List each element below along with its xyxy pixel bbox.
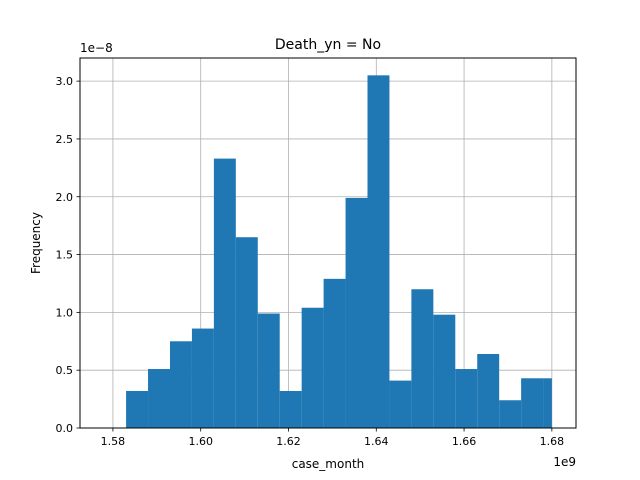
y-offset-label: 1e−8: [80, 41, 113, 55]
histogram-bar: [323, 278, 346, 428]
histogram-bar: [477, 354, 500, 428]
histogram-bar: [235, 237, 258, 428]
y-axis-ticks: 0.0 0.5 1.0 1.5 2.0 2.5 3.0: [56, 75, 80, 435]
x-tick-label: 1.60: [188, 435, 213, 448]
histogram-bar: [126, 391, 149, 428]
histogram-bar: [279, 391, 302, 428]
grid-lines: [80, 58, 576, 429]
y-tick-label: 2.5: [56, 133, 74, 146]
histogram-bar: [433, 314, 456, 428]
chart-title: Death_yn = No: [275, 37, 381, 53]
plot-frame: [79, 57, 577, 429]
histogram-bars: [126, 75, 552, 428]
histogram-bar: [367, 75, 390, 428]
histogram-bar: [191, 328, 214, 428]
histogram-bar: [213, 158, 236, 428]
histogram-bar: [389, 380, 412, 428]
x-tick-label: 1.68: [540, 435, 565, 448]
x-tick-label: 1.58: [101, 435, 126, 448]
histogram-bar: [345, 197, 368, 428]
histogram-bar: [301, 307, 324, 428]
histogram-bar: [455, 369, 478, 428]
histogram-bar: [543, 378, 552, 428]
histogram-bar: [411, 289, 434, 428]
y-tick-label: 1.0: [56, 306, 74, 319]
histogram-bar: [257, 313, 280, 428]
x-offset-label: 1e9: [553, 455, 576, 469]
x-axis-ticks: 1.58 1.60 1.62 1.64 1.66 1.68: [101, 428, 564, 448]
y-tick-label: 3.0: [56, 75, 74, 88]
x-tick-label: 1.64: [364, 435, 389, 448]
histogram-bar: [521, 378, 544, 428]
histogram-bar: [169, 341, 192, 428]
histogram-bar: [499, 400, 522, 428]
y-tick-label: 1.5: [56, 249, 74, 262]
y-axis-label: Frequency: [29, 212, 43, 274]
x-tick-label: 1.66: [452, 435, 477, 448]
x-tick-label: 1.62: [276, 435, 301, 448]
y-tick-label: 0.5: [56, 364, 74, 377]
y-tick-label: 2.0: [56, 191, 74, 204]
x-axis-label: case_month: [292, 457, 365, 471]
histogram-bar: [148, 369, 170, 428]
y-tick-label: 0.0: [56, 422, 74, 435]
